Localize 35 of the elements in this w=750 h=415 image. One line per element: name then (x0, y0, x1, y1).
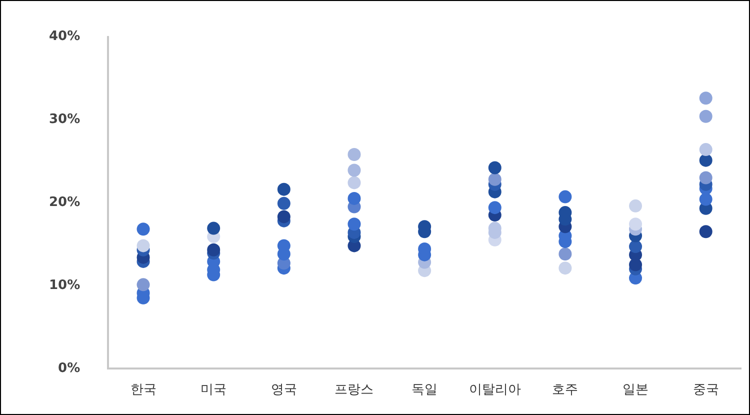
point (488, 161, 502, 174)
point (277, 182, 290, 196)
point (348, 148, 361, 162)
point (558, 248, 572, 260)
point (558, 262, 572, 275)
y-tick-label: 40% (48, 29, 80, 44)
point (699, 171, 712, 184)
point (348, 164, 361, 177)
point (699, 154, 712, 167)
point (699, 225, 712, 238)
y-tick-label: 30% (48, 112, 80, 128)
point (699, 110, 712, 123)
x-tick-label: 프랑스 (334, 382, 374, 398)
point (136, 239, 150, 252)
point (488, 201, 502, 214)
x-tick-label: 일본 (622, 382, 649, 398)
x-tick-label: 중국 (692, 382, 719, 398)
point (348, 218, 361, 231)
point (699, 143, 712, 156)
x-tick-label: 미국 (200, 382, 227, 398)
point (629, 199, 642, 212)
point (699, 192, 712, 206)
x-tick-label: 호주 (552, 382, 578, 398)
x-tick-label: 영국 (270, 382, 297, 398)
y-tick-label: 0% (58, 360, 80, 376)
point (207, 222, 220, 235)
point (699, 92, 712, 105)
point (488, 172, 502, 186)
point (348, 176, 361, 190)
y-tick-label: 20% (48, 194, 80, 210)
x-tick-label: 독일 (412, 382, 438, 398)
y-tick-label: 10% (48, 278, 80, 293)
point (136, 278, 150, 292)
x-tick-label: 한국 (130, 382, 156, 398)
x-tick-label: 이탈리아 (468, 382, 521, 398)
